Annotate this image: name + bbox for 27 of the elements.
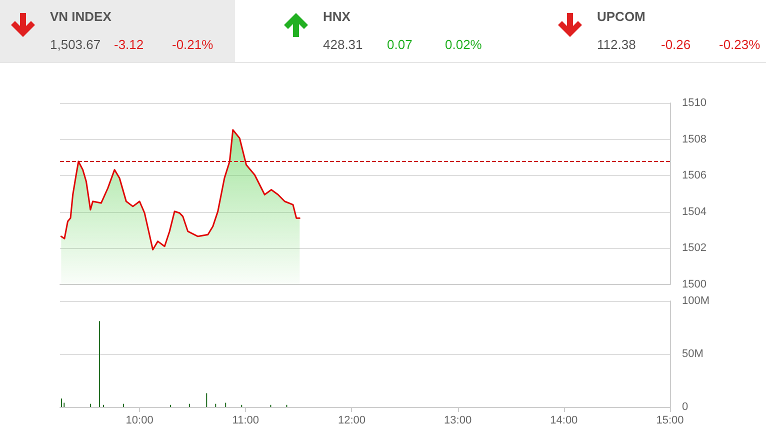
y-tick-label: 1510 — [682, 97, 706, 109]
text: -0.21% — [172, 37, 214, 52]
y-tick-label: 1506 — [682, 170, 706, 182]
x-tick-label: 12:00 — [338, 414, 366, 426]
text: -0.23% — [719, 37, 760, 52]
text: 428.31 — [323, 37, 363, 52]
x-tick-label: 11:00 — [232, 414, 260, 426]
y-tick-label: 1508 — [682, 133, 706, 146]
text: 112.38 — [597, 37, 636, 52]
x-tick-label: 13:00 — [444, 414, 472, 426]
text: 1,503.67 — [50, 37, 101, 52]
text: 0.07 — [387, 37, 412, 52]
x-tick-label: 10:00 — [126, 414, 154, 426]
x-tick-label: 14:00 — [550, 414, 578, 426]
y-tick-label: 100M — [682, 295, 710, 307]
x-tick-label: 15:00 — [656, 414, 684, 426]
y-tick-label: 50M — [682, 348, 704, 360]
text: 0.02% — [445, 37, 482, 52]
y-tick-label: 1504 — [682, 206, 706, 218]
text: VN INDEX — [50, 9, 112, 24]
y-tick-label: 1502 — [682, 242, 706, 254]
y-tick-label: 1500 — [682, 278, 706, 290]
y-tick-label: 0 — [682, 401, 688, 413]
text: UPCOM — [597, 9, 646, 24]
text: -0.26 — [661, 37, 691, 52]
text: HNX — [323, 9, 350, 24]
text: -3.12 — [114, 37, 144, 52]
